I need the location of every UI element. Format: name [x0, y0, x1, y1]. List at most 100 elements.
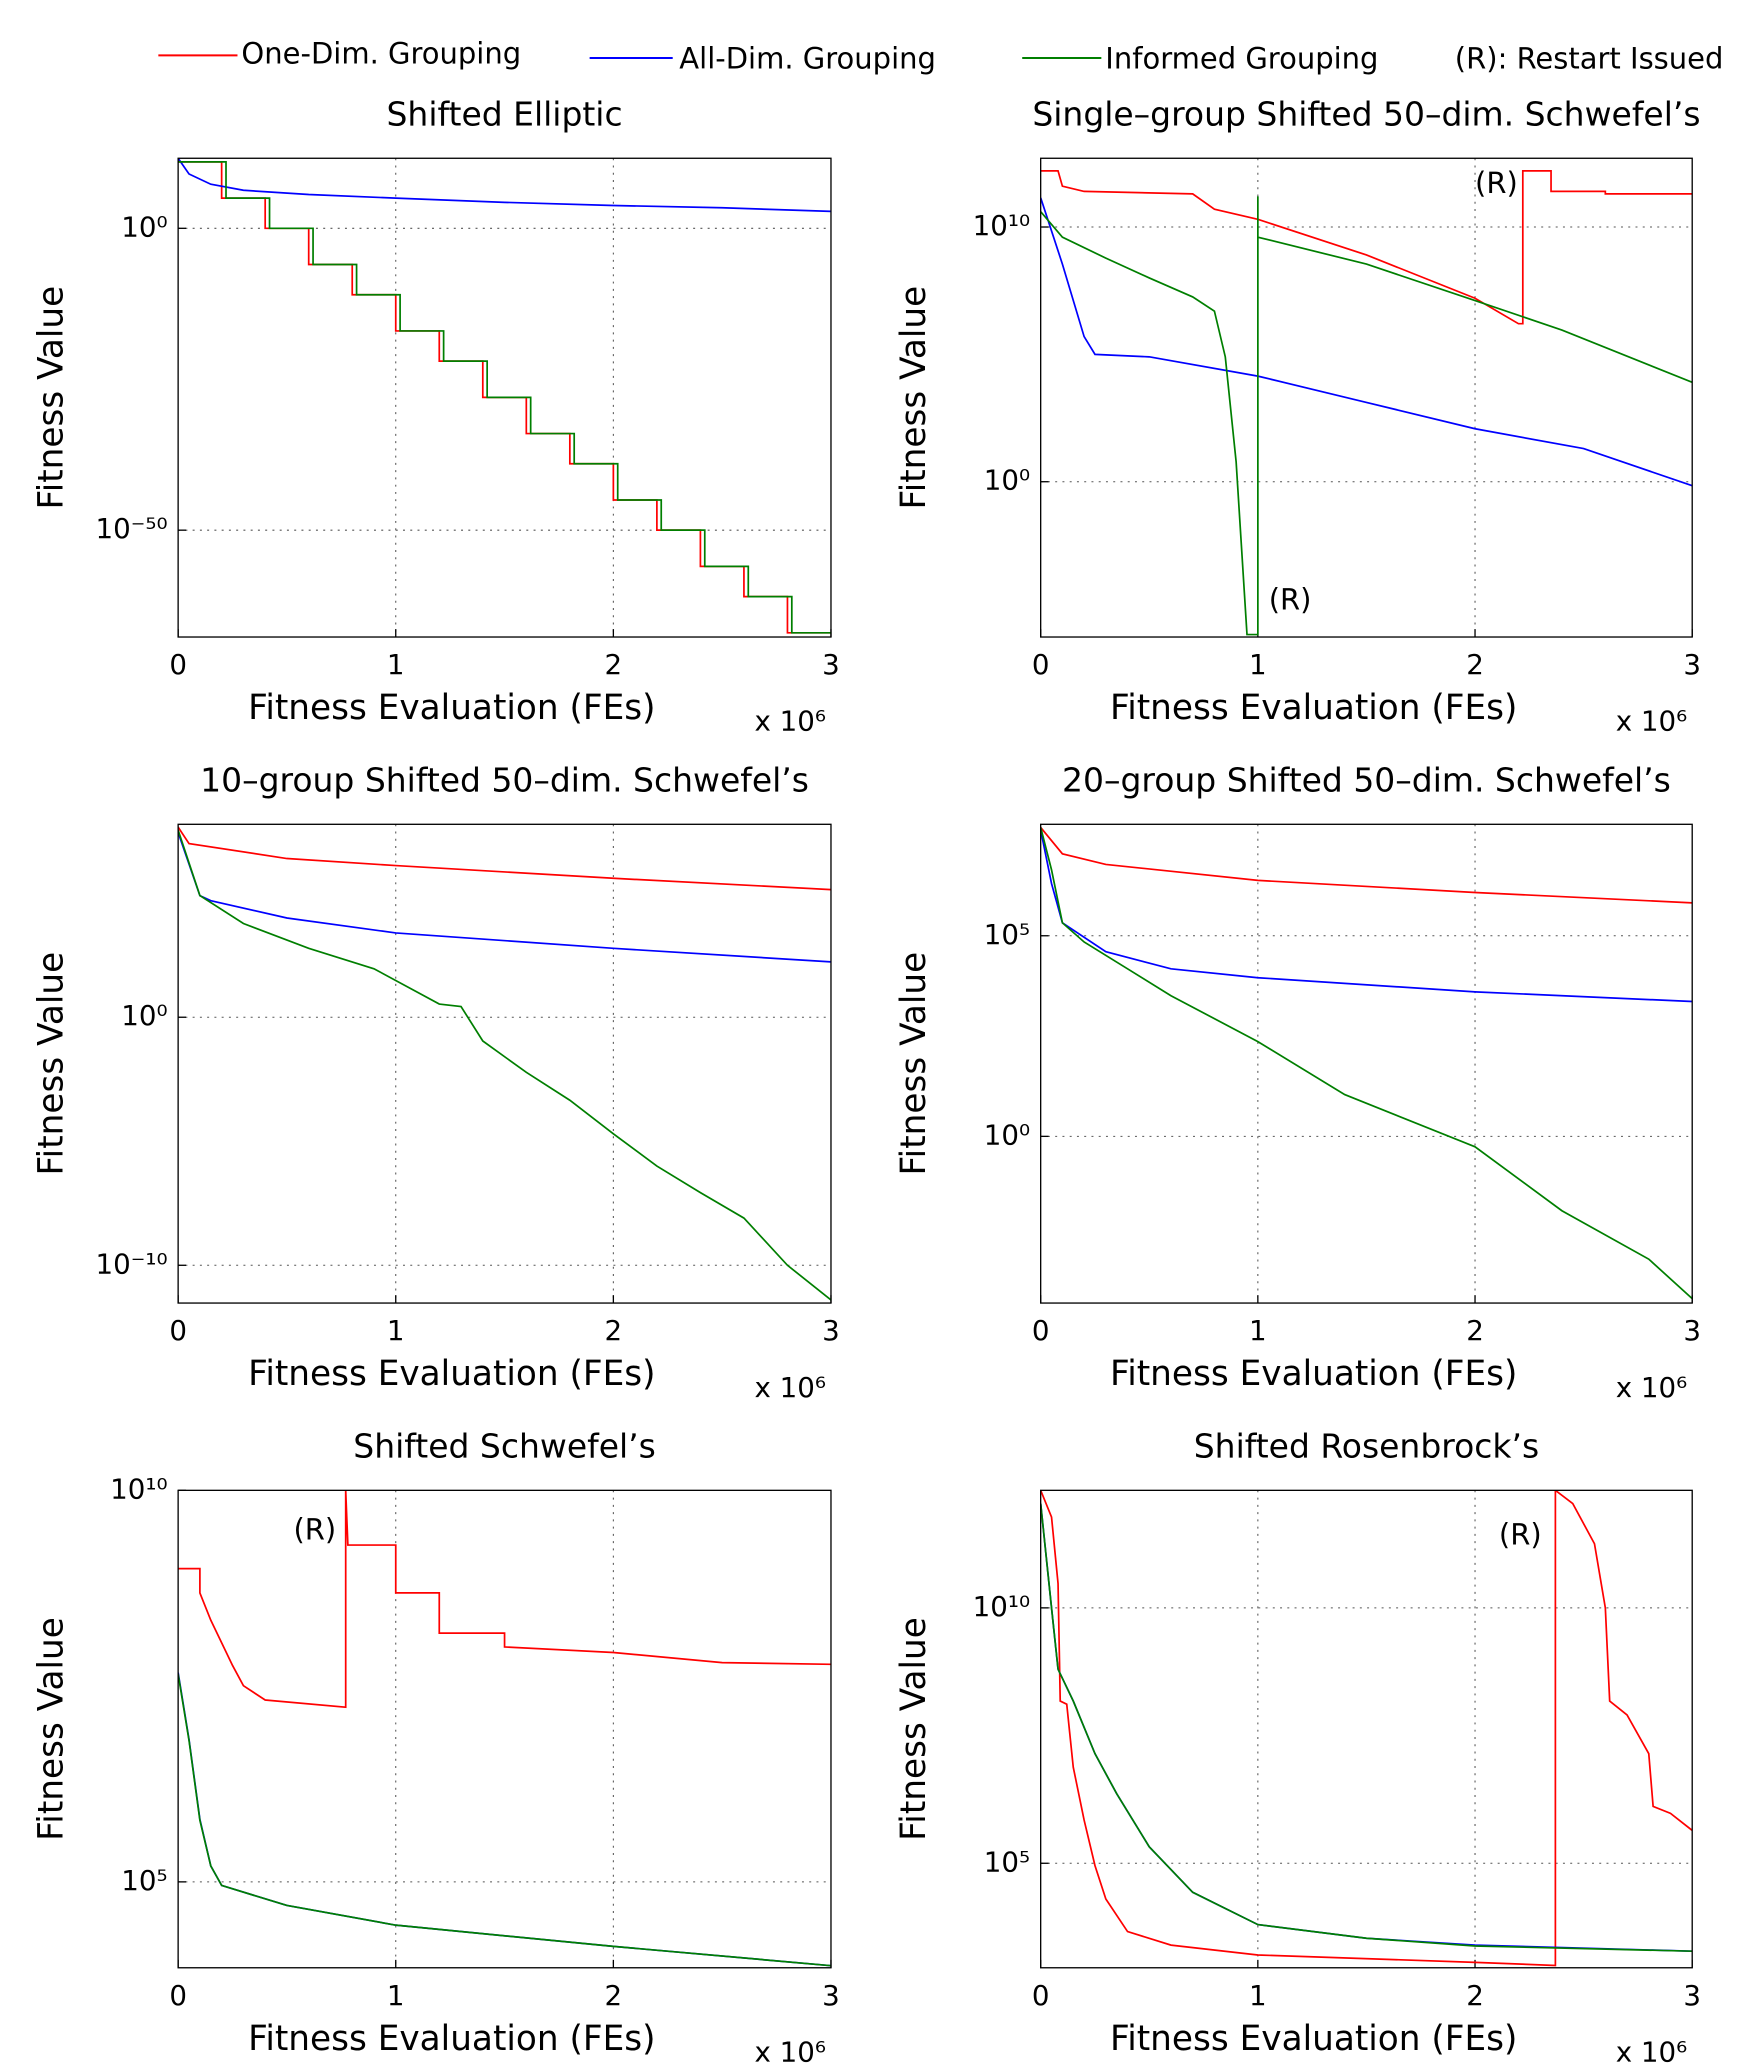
- y-tick-label: 10⁵: [984, 918, 1030, 951]
- series-line: [1040, 829, 1693, 1003]
- x-tick-label: 1: [1249, 1979, 1267, 2012]
- annotation: (R): [1499, 1517, 1542, 1551]
- x-tick-label: 1: [387, 1314, 405, 1347]
- x-tick-label: 0: [1032, 1979, 1050, 2012]
- axes-box: [177, 157, 832, 638]
- series-line: [1040, 1490, 1693, 1967]
- chart-title: 10–group Shifted 50–dim. Schwefel’s: [200, 761, 809, 800]
- series-line: [178, 1490, 831, 1709]
- series-line: [178, 1673, 831, 1967]
- x-tick-label: 1: [387, 648, 405, 681]
- x-tick-label: 2: [1466, 1979, 1484, 2012]
- subplot: 0 1 2 3 10⁻⁵⁰ 10⁰ Shifted Elliptic Fitness Eval…: [31, 95, 839, 738]
- plot-area: [1040, 1490, 1693, 1968]
- axes-box: [1040, 1489, 1693, 1969]
- chart-title: Single–group Shifted 50–dim. Schwefel’s: [1032, 95, 1700, 134]
- x-multiplier: x 10⁶: [1616, 1371, 1688, 1404]
- y-tick-label: 10¹⁰: [973, 209, 1030, 242]
- x-tick-label: 0: [169, 1979, 187, 2012]
- x-tick-label: 1: [1249, 648, 1267, 681]
- y-tick-label: 10⁰: [121, 210, 167, 243]
- x-tick-label: 3: [1683, 648, 1701, 681]
- series-line: [1040, 1503, 1693, 1953]
- annotation: (R): [293, 1512, 336, 1546]
- x-tick-label: 2: [605, 1979, 623, 2012]
- x-tick-label: 3: [822, 1314, 840, 1347]
- chart-title: Shifted Rosenbrock’s: [1194, 1427, 1539, 1466]
- axes-box: [1040, 823, 1693, 1304]
- x-multiplier: x 10⁶: [1616, 705, 1688, 738]
- y-tick-label: 10⁻¹⁰: [96, 1247, 168, 1280]
- subplot: 0 1 2 3 10⁰ 10⁵ 20–group Shifted 50–dim. Schwe…: [894, 761, 1701, 1404]
- x-multiplier: x 10⁶: [1616, 2035, 1688, 2068]
- series-line: [178, 829, 831, 1301]
- x-tick-label: 2: [605, 1314, 623, 1347]
- subplot: 0 1 2 3 10⁵ 10¹⁰ (R) Shifted Rosenbrock’s Fitnes…: [894, 1427, 1701, 2068]
- y-tick-label: 10⁵: [121, 1864, 167, 1897]
- series-line: [178, 158, 831, 213]
- subplot: 0 1 2 3 10⁰ 10¹⁰ (R) (R) Single–group Shifted 50…: [894, 95, 1701, 738]
- x-multiplier: x 10⁶: [754, 1371, 826, 1404]
- chart-title: 20–group Shifted 50–dim. Schwefel’s: [1062, 761, 1671, 800]
- plot-area: [178, 1490, 831, 1968]
- plot-area: [178, 824, 831, 1304]
- y-axis-label: Fitness Value: [894, 952, 934, 1176]
- y-tick-label: 10¹⁰: [110, 1472, 167, 1505]
- series-line: [1040, 197, 1693, 487]
- y-tick-label: 10¹⁰: [973, 1590, 1030, 1623]
- y-tick-label: 10⁰: [984, 464, 1030, 497]
- axes-box: [177, 823, 832, 1304]
- x-tick-label: 2: [605, 648, 623, 681]
- x-tick-label: 0: [169, 1314, 187, 1347]
- y-tick-label: 10⁵: [984, 1845, 1030, 1878]
- y-tick-label: 10⁰: [984, 1118, 1030, 1151]
- series-line: [178, 161, 831, 634]
- x-axis-label: Fitness Evaluation (FEs): [248, 688, 655, 728]
- x-axis-label: Fitness Evaluation (FEs): [248, 2019, 655, 2059]
- x-tick-label: 3: [822, 648, 840, 681]
- x-tick-label: 3: [822, 1979, 840, 2012]
- chart-title: Shifted Schwefel’s: [353, 1427, 656, 1466]
- y-axis-label: Fitness Value: [31, 952, 71, 1176]
- legend: One-Dim. Grouping All-Dim. Grouping Info…: [158, 36, 1724, 76]
- legend-label: All-Dim. Grouping: [679, 42, 936, 76]
- series-line: [1040, 170, 1693, 325]
- legend-label: One-Dim. Grouping: [241, 36, 521, 70]
- axes-box: [1040, 157, 1693, 638]
- x-tick-label: 1: [1249, 1314, 1267, 1347]
- y-axis-label: Fitness Value: [894, 1617, 934, 1841]
- annotation: (R): [1269, 582, 1312, 616]
- x-tick-label: 2: [1466, 1314, 1484, 1347]
- series-line: [178, 826, 831, 891]
- x-tick-label: 2: [1466, 648, 1484, 681]
- series-line: [1040, 196, 1693, 636]
- subplot: 0 1 2 3 10⁵ 10¹⁰ (R) Shifted Schwefel’s Fitness …: [31, 1427, 839, 2068]
- x-tick-label: 0: [1032, 1314, 1050, 1347]
- plot-area: [1040, 824, 1693, 1304]
- x-tick-label: 0: [1032, 648, 1050, 681]
- y-tick-label: 10⁰: [121, 999, 167, 1032]
- x-tick-label: 0: [169, 648, 187, 681]
- y-axis-label: Fitness Value: [31, 1617, 71, 1841]
- axes-box: [177, 1489, 832, 1969]
- subplot: 0 1 2 3 10⁻¹⁰ 10⁰ 10–group Shifted 50–dim. Sch…: [31, 761, 839, 1404]
- x-axis-label: Fitness Evaluation (FEs): [1110, 2019, 1517, 2059]
- x-axis-label: Fitness Evaluation (FEs): [1110, 688, 1517, 728]
- y-axis-label: Fitness Value: [894, 286, 934, 510]
- legend-note: (R): Restart Issued: [1455, 42, 1724, 76]
- x-multiplier: x 10⁶: [754, 2035, 826, 2068]
- annotation: (R): [1475, 166, 1518, 200]
- legend-label: Informed Grouping: [1105, 42, 1378, 76]
- y-tick-label: 10⁻⁵⁰: [96, 512, 168, 545]
- series-line: [1040, 827, 1693, 1300]
- x-tick-label: 3: [1683, 1314, 1701, 1347]
- series-line: [1040, 826, 1693, 904]
- x-axis-label: Fitness Evaluation (FEs): [1110, 1354, 1517, 1394]
- chart-title: Shifted Elliptic: [387, 95, 623, 134]
- x-tick-label: 3: [1683, 1979, 1701, 2012]
- x-axis-label: Fitness Evaluation (FEs): [248, 1354, 655, 1394]
- plot-area: [1040, 158, 1693, 638]
- x-tick-label: 1: [387, 1979, 405, 2012]
- y-axis-label: Fitness Value: [31, 286, 71, 510]
